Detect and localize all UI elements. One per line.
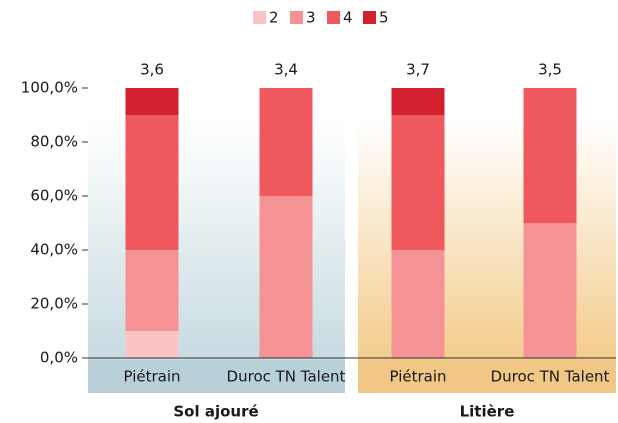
- category-label: Piétrain: [123, 368, 180, 386]
- category-label: Duroc TN Talent: [491, 368, 610, 386]
- y-tick-label: 60,0%: [30, 187, 78, 205]
- group-label: Sol ajouré: [173, 403, 258, 421]
- bar-segment: [391, 250, 445, 358]
- annotation: 3,5: [538, 61, 562, 79]
- legend-swatch: [363, 11, 376, 24]
- bar-segment: [523, 223, 577, 358]
- y-tick-label: 40,0%: [30, 241, 78, 259]
- bar-segment: [125, 331, 179, 358]
- bar-segment: [391, 88, 445, 115]
- bar-segment: [391, 115, 445, 250]
- legend-swatch: [327, 11, 340, 24]
- group-band: [358, 360, 616, 393]
- y-tick-label: 80,0%: [30, 133, 78, 151]
- bar-segment: [125, 250, 179, 331]
- legend-label: 2: [269, 9, 279, 27]
- group-band: [88, 360, 345, 393]
- bar-segment: [125, 115, 179, 250]
- bar-segment: [259, 88, 313, 196]
- y-tick-label: 20,0%: [30, 295, 78, 313]
- legend-swatch: [290, 11, 303, 24]
- annotation: 3,7: [406, 61, 430, 79]
- bar-segment: [125, 88, 179, 115]
- legend-label: 5: [379, 9, 389, 27]
- legend-swatch: [253, 11, 266, 24]
- y-tick-label: 100,0%: [21, 79, 78, 97]
- annotation: 3,6: [140, 61, 164, 79]
- y-tick-label: 0,0%: [40, 349, 78, 367]
- category-label: Piétrain: [389, 368, 446, 386]
- bar-segment: [259, 196, 313, 358]
- annotation: 3,4: [274, 61, 298, 79]
- category-label: Duroc TN Talent: [227, 368, 346, 386]
- legend-label: 4: [343, 9, 353, 27]
- bar-segment: [523, 88, 577, 223]
- legend-label: 3: [306, 9, 316, 27]
- group-label: Litière: [460, 403, 515, 421]
